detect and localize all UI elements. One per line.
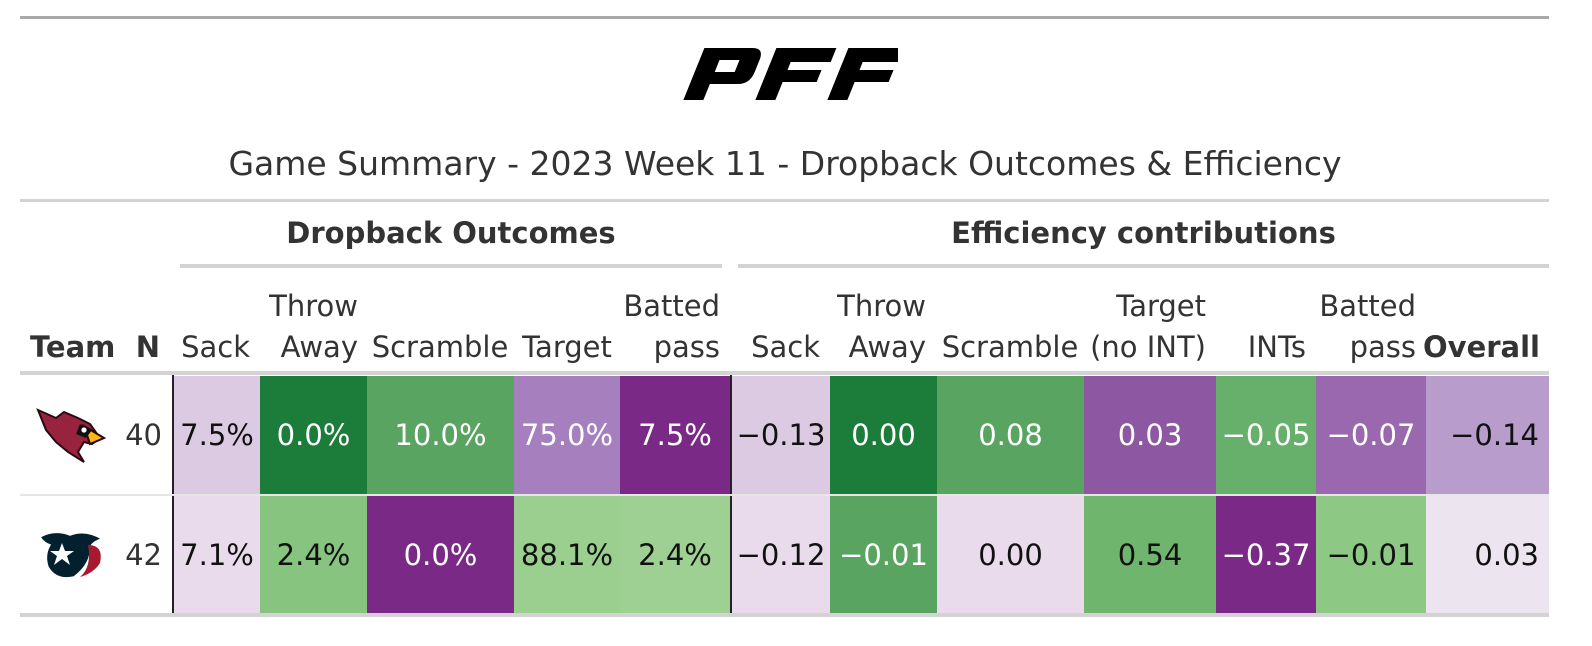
cell-eff-target-no-int: 0.03 <box>1084 376 1216 494</box>
pff-logo <box>683 48 898 100</box>
cell-eff-throw-away: 0.00 <box>830 376 937 494</box>
cell-eff-sack: −0.12 <box>732 496 830 614</box>
cell-eff-batted-pass: −0.07 <box>1316 376 1426 494</box>
cell-eff-target-no-int: 0.54 <box>1084 496 1216 614</box>
cell-throw-away: 2.4% <box>260 496 367 614</box>
cell-scramble: 0.0% <box>367 496 514 614</box>
col-header-sack: Sack <box>181 330 250 364</box>
col-header-team: Team <box>30 330 116 364</box>
cell-n: 40 <box>125 418 162 452</box>
top-rule <box>20 16 1549 19</box>
cell-eff-throw-away: −0.01 <box>830 496 937 614</box>
col-header-eff-throw-away: Throw Away <box>837 289 926 364</box>
row-separator <box>20 494 1549 496</box>
cell-eff-overall: 0.03 <box>1426 496 1549 614</box>
col-header-eff-scramble: Scramble <box>941 330 1079 364</box>
cell-batted-pass: 2.4% <box>620 496 730 614</box>
houston-texans-logo <box>30 496 110 614</box>
cell-target: 88.1% <box>514 496 620 614</box>
cell-scramble: 10.0% <box>367 376 514 494</box>
column-header-rule <box>20 371 1549 375</box>
arizona-cardinals-logo <box>30 376 110 494</box>
cell-eff-scramble: 0.00 <box>937 496 1084 614</box>
cell-eff-overall: −0.14 <box>1426 376 1549 494</box>
cell-throw-away: 0.0% <box>260 376 367 494</box>
col-header-eff-sack: Sack <box>751 330 820 364</box>
cell-sack: 7.1% <box>174 496 260 614</box>
cell-eff-ints: −0.37 <box>1216 496 1316 614</box>
spanner-rule-efficiency <box>738 264 1549 268</box>
spanner-efficiency-contributions: Efficiency contributions <box>951 216 1336 250</box>
cell-eff-sack: −0.13 <box>732 376 830 494</box>
chart-title: Game Summary - 2023 Week 11 - Dropback O… <box>228 144 1342 183</box>
cell-sack: 7.5% <box>174 376 260 494</box>
cell-eff-scramble: 0.08 <box>937 376 1084 494</box>
title-rule <box>20 199 1549 202</box>
spanner-dropback-outcomes: Dropback Outcomes <box>286 216 616 250</box>
col-header-eff-batted-pass: Batted pass <box>1319 289 1416 364</box>
col-header-throw-away: Throw Away <box>269 289 358 364</box>
bull-head-icon <box>38 531 104 579</box>
cardinal-head-icon <box>36 408 106 463</box>
col-header-eff-ints: INTs <box>1247 330 1306 364</box>
cell-eff-batted-pass: −0.01 <box>1316 496 1426 614</box>
cell-batted-pass: 7.5% <box>620 376 730 494</box>
col-header-eff-overall: Overall <box>1423 330 1540 364</box>
col-header-batted-pass: Batted pass <box>623 289 720 364</box>
spanner-rule-dropback <box>180 264 722 268</box>
col-header-eff-target: Target (no INT) <box>1090 289 1206 364</box>
bottom-rule <box>20 613 1549 617</box>
cell-eff-ints: −0.05 <box>1216 376 1316 494</box>
col-header-n: N <box>135 330 160 364</box>
col-header-scramble: Scramble <box>371 330 509 364</box>
cell-n: 42 <box>125 538 162 572</box>
col-header-target: Target <box>522 330 612 364</box>
cell-target: 75.0% <box>514 376 620 494</box>
